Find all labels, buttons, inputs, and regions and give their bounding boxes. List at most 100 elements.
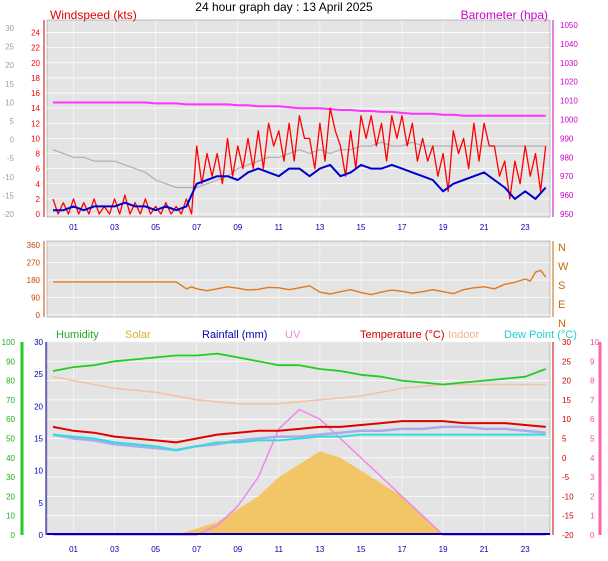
barometer-tick: 1050 bbox=[560, 21, 578, 30]
temperature-tick: 20 bbox=[562, 377, 571, 386]
direction-panel-bg bbox=[46, 240, 551, 318]
direction-tick: 90 bbox=[31, 294, 40, 303]
barometer-tick: 970 bbox=[560, 172, 574, 181]
uv-tick: 5 bbox=[590, 435, 595, 444]
wind-left-tick: 2 bbox=[36, 195, 41, 204]
rainfall-tick: 5 bbox=[39, 499, 44, 508]
rainfall-tick: 20 bbox=[34, 402, 43, 411]
humidity-tick: 80 bbox=[6, 377, 15, 386]
wind-hour-label: 11 bbox=[275, 223, 284, 232]
wind-panel: Windspeed (kts) Barometer (hpa) 24222018… bbox=[2, 8, 578, 232]
wind-left-tick-gray: 30 bbox=[5, 24, 14, 33]
humidity-tick: 100 bbox=[2, 338, 16, 347]
temp-hour-label: 21 bbox=[480, 545, 489, 554]
rainfall-axis: 30 25 20 15 10 5 0 bbox=[34, 338, 47, 540]
wind-left-tick: 20 bbox=[31, 59, 40, 68]
wind-hour-label: 15 bbox=[357, 223, 366, 232]
humidity-tick: 30 bbox=[6, 473, 15, 482]
wind-left-tick: 24 bbox=[31, 29, 40, 38]
barometer-tick: 1020 bbox=[560, 78, 578, 87]
gray-trace-line bbox=[52, 141, 546, 189]
temperature-x-axis: 01 03 05 07 09 11 13 15 17 19 21 23 bbox=[69, 545, 530, 554]
wind-left-tick-gray: -10 bbox=[2, 173, 14, 182]
temperature-label: Temperature (°C) bbox=[360, 329, 444, 341]
temperature-tick: 5 bbox=[562, 435, 567, 444]
temp-hour-label: 01 bbox=[69, 545, 78, 554]
barometer-tick: 1010 bbox=[560, 97, 578, 106]
wind-hour-label: 23 bbox=[521, 223, 530, 232]
humidity-label: Humidity bbox=[56, 329, 99, 341]
temp-hour-label: 05 bbox=[151, 545, 160, 554]
wind-hour-label: 07 bbox=[192, 223, 201, 232]
indoor-line bbox=[52, 375, 546, 405]
wind-left-tick: 18 bbox=[31, 74, 40, 83]
wind-left-tick-gray: -20 bbox=[2, 210, 14, 219]
windspeed-line bbox=[52, 107, 547, 215]
temperature-panel: Humidity Solar Rainfall (mm) UV Temperat… bbox=[2, 329, 602, 554]
direction-tick: 180 bbox=[27, 276, 41, 285]
direction-tick: 270 bbox=[27, 259, 41, 268]
wind-hour-label: 19 bbox=[439, 223, 448, 232]
direction-left-axis: 360 270 180 90 0 bbox=[27, 241, 45, 320]
uv-label: UV bbox=[285, 329, 301, 341]
barometer-tick: 1030 bbox=[560, 59, 578, 68]
temp-hour-label: 09 bbox=[233, 545, 242, 554]
humidity-tick: 0 bbox=[11, 531, 16, 540]
temp-hour-label: 03 bbox=[110, 545, 119, 554]
wind-hour-label: 01 bbox=[69, 223, 78, 232]
wind-left-tick: 22 bbox=[31, 44, 40, 53]
temp-hour-label: 17 bbox=[398, 545, 407, 554]
temperature-tick: -10 bbox=[562, 492, 574, 501]
wind-left-tick: 16 bbox=[31, 89, 40, 98]
wind-left-tick-gray: -5 bbox=[7, 154, 15, 163]
temperature-tick: 0 bbox=[562, 454, 567, 463]
uv-tick: 6 bbox=[590, 415, 595, 424]
wind-left-tick-gray: -15 bbox=[2, 191, 14, 200]
barometer-tick: 960 bbox=[560, 191, 574, 200]
temperature-axis: 30 25 20 15 10 5 0 -5 -10 -15 -20 bbox=[552, 338, 574, 540]
solar-label: Solar bbox=[125, 329, 151, 341]
wind-left-tick: 8 bbox=[36, 150, 41, 159]
wind-left-tick-gray: 10 bbox=[5, 98, 14, 107]
barometer-title: Barometer (hpa) bbox=[461, 8, 548, 22]
barometer-line bbox=[53, 101, 546, 117]
barometer-tick: 990 bbox=[560, 134, 574, 143]
temp-hour-label: 11 bbox=[275, 545, 284, 554]
compass-label: S bbox=[558, 280, 565, 292]
temperature-line bbox=[52, 420, 546, 444]
wind-left-tick: 0 bbox=[36, 210, 41, 219]
chart-title: 24 hour graph day : 13 April 2025 bbox=[195, 0, 373, 14]
wind-left-tick: 14 bbox=[31, 104, 40, 113]
direction-tick: 0 bbox=[36, 311, 41, 320]
humidity-tick: 90 bbox=[6, 357, 15, 366]
temperature-tick: 25 bbox=[562, 357, 571, 366]
temp-hour-label: 07 bbox=[192, 545, 201, 554]
dew-point-label: Dew Point (°C) bbox=[504, 329, 577, 341]
temperature-tick: -15 bbox=[562, 512, 574, 521]
wind-left-tick-gray: 5 bbox=[10, 117, 15, 126]
rainfall-tick: 0 bbox=[39, 531, 44, 540]
barometer-axis: 1050 1040 1030 1020 1010 1000 990 980 970 960 950 bbox=[552, 20, 578, 219]
wind-series bbox=[52, 101, 547, 215]
compass-label: N bbox=[558, 242, 566, 254]
uv-tick: 4 bbox=[590, 454, 595, 463]
windspeed-title: Windspeed (kts) bbox=[50, 8, 137, 22]
rainfall-tick: 25 bbox=[34, 370, 43, 379]
wind-hour-label: 05 bbox=[151, 223, 160, 232]
temperature-tick: -5 bbox=[562, 473, 570, 482]
uv-tick: 2 bbox=[590, 492, 595, 501]
feels-like-line bbox=[52, 425, 546, 452]
humidity-tick: 10 bbox=[6, 512, 15, 521]
barometer-tick: 1040 bbox=[560, 40, 578, 49]
barometer-tick: 950 bbox=[560, 210, 574, 219]
wind-left-tick-gray: 25 bbox=[5, 43, 14, 52]
uv-tick: 10 bbox=[590, 338, 599, 347]
humidity-tick: 70 bbox=[6, 396, 15, 405]
humidity-line bbox=[52, 352, 547, 386]
temperature-series bbox=[47, 352, 550, 536]
temp-hour-label: 13 bbox=[315, 545, 324, 554]
temp-hour-label: 19 bbox=[439, 545, 448, 554]
